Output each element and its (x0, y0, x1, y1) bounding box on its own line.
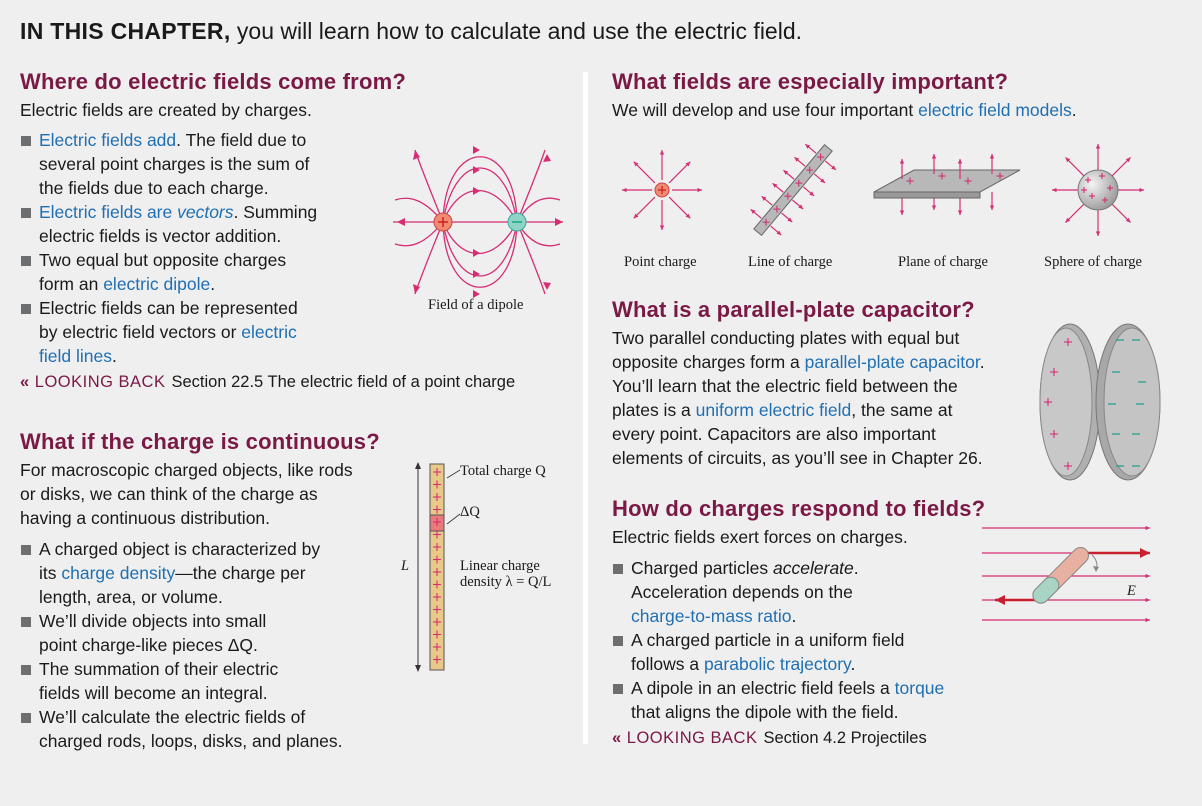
link-parabolic-trajectory[interactable]: parabolic trajectory (703, 654, 851, 674)
list-item: Electric fields add. The field due to se… (20, 128, 360, 200)
column-divider (583, 72, 588, 744)
capacitor-text: Two parallel conducting plates with equa… (612, 328, 985, 468)
list-item: We’ll divide objects into small point ch… (20, 609, 380, 657)
link-electric-dipole[interactable]: electric dipole (103, 274, 211, 294)
response-bullet-list: Charged particles accelerate. Accelerati… (612, 556, 972, 724)
intro-text: you will learn how to calculate and use … (236, 18, 803, 44)
link-electric-field-lines-b[interactable]: field lines (39, 346, 112, 366)
heading-important-fields: What fields are especially important? (612, 69, 1009, 94)
intro-bold: IN THIS CHAPTER, (20, 18, 231, 44)
list-item: Electric fields can be represented by el… (20, 296, 360, 368)
link-torque[interactable]: torque (894, 678, 945, 698)
heading-response: How do charges respond to fields? (612, 496, 986, 521)
caption-sphere-of-charge: Sphere of charge (1044, 254, 1142, 270)
list-item: We’ll calculate the electric fields of c… (20, 705, 380, 753)
list-item: Electric fields are vectors. Summing ele… (20, 200, 360, 248)
heading-where-fields-come-from: Where do electric fields come from? (20, 69, 406, 94)
lookback-left[interactable]: « LOOKING BACK Section 22.5 The electric … (20, 373, 516, 391)
plane-of-charge-figure (873, 154, 1021, 215)
link-charge-density[interactable]: charge density (61, 563, 176, 583)
link-fields-vectors[interactable]: Electric fields are vectors (39, 202, 234, 222)
dipole-field-figure (393, 146, 563, 298)
sphere-of-charge-figure (1052, 144, 1144, 236)
field-label-e: E (1127, 583, 1136, 599)
rod-length-label: L (401, 558, 410, 574)
capacitor-figure (1039, 323, 1161, 481)
caption-point-charge: Point charge (624, 254, 697, 270)
list-item: A charged particle in a uniform field fo… (612, 628, 972, 676)
heading-capacitor: What is a parallel-plate capacitor? (612, 297, 975, 322)
where-intro: Electric fields are created by charges. (20, 100, 312, 120)
list-item: Two equal but opposite charges form an e… (20, 248, 360, 296)
heading-continuous-charge: What if the charge is continuous? (20, 429, 380, 454)
continuous-bullet-list: A charged object is characterized by its… (20, 537, 380, 753)
list-item: A charged object is characterized by its… (20, 537, 380, 609)
important-intro: We will develop and use four important e… (612, 100, 1077, 120)
dipole-in-field-figure (982, 525, 1150, 623)
lookback-right[interactable]: « LOOKING BACK Section 4.2 Projectiles (612, 729, 927, 747)
link-field-models[interactable]: electric field models (918, 100, 1072, 120)
link-uniform-field[interactable]: uniform electric field (695, 400, 852, 420)
link-charge-to-mass[interactable]: charge-to-mass ratio (631, 606, 792, 626)
rod-linear-density-2: density λ = Q/L (460, 574, 552, 590)
rod-linear-density-1: Linear charge (460, 558, 540, 574)
response-intro: Electric fields exert forces on charges. (612, 527, 908, 547)
rod-label-leaders (446, 469, 461, 525)
chapter-intro: IN THIS CHAPTER, you will learn how to c… (20, 18, 802, 45)
point-charge-figure (622, 150, 702, 230)
caption-plane-of-charge: Plane of charge (898, 254, 988, 270)
where-bullet-list: Electric fields add. The field due to se… (20, 128, 360, 368)
list-item: The summation of their electric fields w… (20, 657, 380, 705)
link-electric-field-lines-a[interactable]: electric (241, 322, 297, 342)
line-of-charge-figure (750, 143, 837, 237)
rod-total-charge: Total charge Q (460, 463, 546, 479)
list-item: A dipole in an electric field feels a to… (612, 676, 972, 724)
caption-line-of-charge: Line of charge (748, 254, 833, 270)
list-item: Charged particles accelerate. Accelerati… (612, 556, 972, 628)
charged-rod-figure (415, 462, 445, 672)
link-parallel-plate-capacitor[interactable]: parallel-plate capacitor (804, 352, 980, 372)
continuous-intro: For macroscopic charged objects, like ro… (20, 460, 353, 528)
link-fields-add[interactable]: Electric fields add (39, 130, 177, 150)
rod-delta-q: ΔQ (460, 504, 480, 520)
dipole-caption: Field of a dipole (428, 297, 524, 313)
